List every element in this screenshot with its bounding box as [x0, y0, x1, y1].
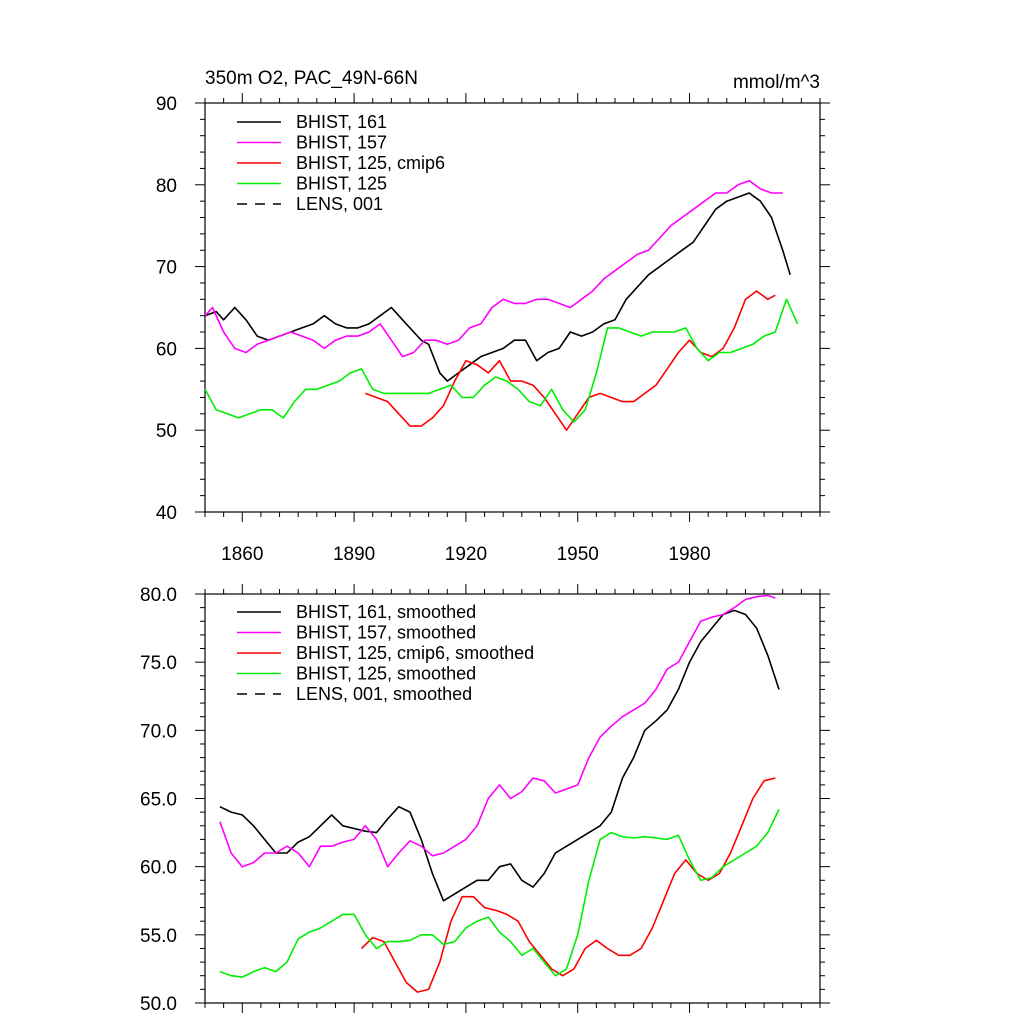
legend-label: BHIST, 161 — [296, 112, 387, 132]
y-tick-label: 55.0 — [140, 926, 177, 947]
legend-label: BHIST, 161, smoothed — [296, 602, 476, 622]
y-tick-label: 50.0 — [140, 994, 177, 1015]
x-tick-label: 1950 — [557, 544, 599, 565]
legend-label: LENS, 001 — [296, 194, 383, 214]
series-line-2 — [360, 777, 776, 993]
y-tick-label: 90 — [156, 94, 177, 115]
bottom-chart-panel: 50.0 55.0 60.0 65.0 70.0 75.0 80.0 BHIST, 161, … — [140, 584, 830, 1015]
plot-frame — [204, 102, 821, 513]
legend-label: BHIST, 125 — [296, 174, 387, 194]
legend-label: BHIST, 125, smoothed — [296, 664, 476, 684]
series-line-1 — [219, 594, 776, 868]
series-line-3 — [219, 809, 780, 978]
y-tick-label: 75.0 — [140, 653, 177, 674]
legend-label: BHIST, 125, cmip6, smoothed — [296, 643, 534, 663]
y-tick-label: 70 — [156, 258, 177, 279]
y-tick-label: 50 — [156, 421, 177, 442]
y-tick-label: 80 — [156, 176, 177, 197]
series-line-0 — [204, 192, 791, 382]
y-tick-label: 80.0 — [140, 585, 177, 606]
x-tick-label: 1920 — [445, 544, 487, 565]
legend-label: LENS, 001, smoothed — [296, 684, 472, 704]
y-tick-label: 40 — [156, 503, 177, 524]
y-tick-label: 60.0 — [140, 858, 177, 879]
legend-label: BHIST, 157, smoothed — [296, 623, 476, 643]
y-tick-label: 60 — [156, 339, 177, 360]
chart-units-label: mmol/m^3 — [733, 72, 820, 93]
top-chart-panel: 350m O2, PAC_49N-66N mmol/m^3 40 50 60 70 80… — [156, 68, 830, 565]
series-line-1 — [204, 179, 783, 358]
legend-label: BHIST, 157 — [296, 133, 387, 153]
y-tick-label: 65.0 — [140, 790, 177, 811]
x-tick-label: 1980 — [668, 544, 710, 565]
x-tick-label: 1860 — [221, 544, 263, 565]
y-tick-label: 70.0 — [140, 721, 177, 742]
x-tick-label: 1890 — [333, 544, 375, 565]
series-line-2 — [365, 290, 776, 432]
chart-title: 350m O2, PAC_49N-66N — [205, 68, 418, 89]
series-line-0 — [219, 609, 780, 902]
series-line-3 — [204, 298, 799, 423]
legend-label: BHIST, 125, cmip6 — [296, 153, 445, 173]
